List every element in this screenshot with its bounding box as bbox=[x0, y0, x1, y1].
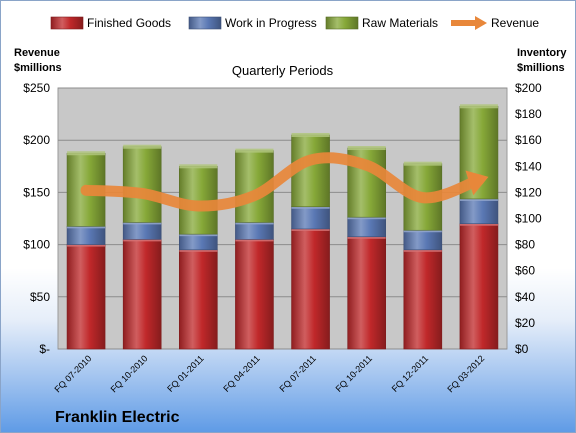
y-right-tick-label: $160 bbox=[515, 133, 542, 147]
bar-cap-raw-materials bbox=[347, 146, 386, 151]
company-name: Franklin Electric bbox=[55, 409, 180, 426]
bar-work-in-progress bbox=[291, 206, 330, 230]
x-tick-label: FQ 03-2012 bbox=[445, 353, 486, 394]
y-right-tick-label: $80 bbox=[515, 238, 535, 252]
bar-work-in-progress bbox=[66, 226, 106, 245]
legend-swatch-raw-materials bbox=[325, 16, 359, 30]
y-right-tick-label: $60 bbox=[515, 264, 535, 278]
bar-finished-goods bbox=[66, 244, 106, 350]
bar-cap-raw-materials bbox=[459, 104, 498, 109]
y-left-tick-label: $100 bbox=[23, 238, 50, 252]
bar-cap-raw-materials bbox=[123, 144, 162, 149]
legend-swatch-revenue-arrow bbox=[475, 16, 487, 30]
x-tick-label: FQ 10-2010 bbox=[109, 353, 150, 394]
bar-finished-goods bbox=[179, 249, 218, 350]
y-right-tick-label: $140 bbox=[515, 159, 542, 173]
x-tick-label: FQ 12-2011 bbox=[390, 353, 431, 394]
y-left-tick-label: $- bbox=[39, 342, 50, 356]
y-right-title-line1: Inventory bbox=[517, 47, 567, 59]
legend-swatch-finished-goods bbox=[50, 16, 84, 30]
bar-cap-raw-materials bbox=[235, 148, 274, 153]
x-tick-label: FQ 07-2010 bbox=[52, 353, 93, 394]
x-tick-label: FQ 04-2011 bbox=[221, 353, 262, 394]
y-left-tick-label: $200 bbox=[23, 133, 50, 147]
y-left-title-line2: $millions bbox=[14, 62, 62, 74]
legend-label-work-in-progress: Work in Progress bbox=[225, 16, 317, 30]
legend-label-raw-materials: Raw Materials bbox=[362, 16, 438, 30]
y-right-tick-label: $40 bbox=[515, 290, 535, 304]
bar-work-in-progress bbox=[122, 222, 162, 240]
y-left-title-line1: Revenue bbox=[14, 47, 60, 59]
bar-cap-raw-materials bbox=[403, 161, 442, 166]
legend-swatch-work-in-progress bbox=[188, 16, 222, 30]
bar-finished-goods bbox=[347, 236, 386, 350]
bar-finished-goods bbox=[291, 228, 330, 350]
bar-cap-raw-materials bbox=[179, 164, 218, 169]
revenue-arrowhead bbox=[465, 170, 489, 196]
revenue-line bbox=[80, 152, 485, 212]
bar-work-in-progress bbox=[235, 222, 274, 240]
bar-finished-goods bbox=[235, 239, 274, 350]
y-right-tick-label: $100 bbox=[515, 212, 542, 226]
bar-work-in-progress bbox=[179, 233, 218, 251]
bar-raw-materials bbox=[122, 146, 162, 223]
bar-cap-raw-materials bbox=[67, 151, 106, 156]
y-right-tick-label: $180 bbox=[515, 107, 542, 121]
y-right-tick-label: $0 bbox=[515, 342, 529, 356]
legend-label-finished-goods: Finished Goods bbox=[87, 16, 171, 30]
x-tick-label: FQ 10-2011 bbox=[334, 353, 375, 394]
y-right-tick-label: $20 bbox=[515, 316, 535, 330]
y-right-tick-label: $200 bbox=[515, 81, 542, 95]
y-left-tick-label: $150 bbox=[23, 185, 50, 199]
y-right-title-line2: $millions bbox=[517, 62, 565, 74]
bar-work-in-progress bbox=[403, 229, 443, 251]
bar-finished-goods bbox=[122, 239, 162, 350]
bar-finished-goods bbox=[459, 223, 499, 350]
x-tick-label: FQ 07-2011 bbox=[277, 353, 318, 394]
bar-work-in-progress bbox=[347, 216, 386, 238]
chart-title: Quarterly Periods bbox=[232, 63, 334, 78]
bar-finished-goods bbox=[403, 249, 443, 350]
legend-label-revenue: Revenue bbox=[491, 16, 539, 30]
x-tick-label: FQ 01-2011 bbox=[165, 353, 206, 394]
y-right-tick-label: $120 bbox=[515, 185, 542, 199]
bar-cap-raw-materials bbox=[291, 132, 330, 137]
bar-work-in-progress bbox=[459, 198, 499, 225]
y-left-tick-label: $250 bbox=[23, 81, 50, 95]
y-left-tick-label: $50 bbox=[30, 290, 50, 304]
